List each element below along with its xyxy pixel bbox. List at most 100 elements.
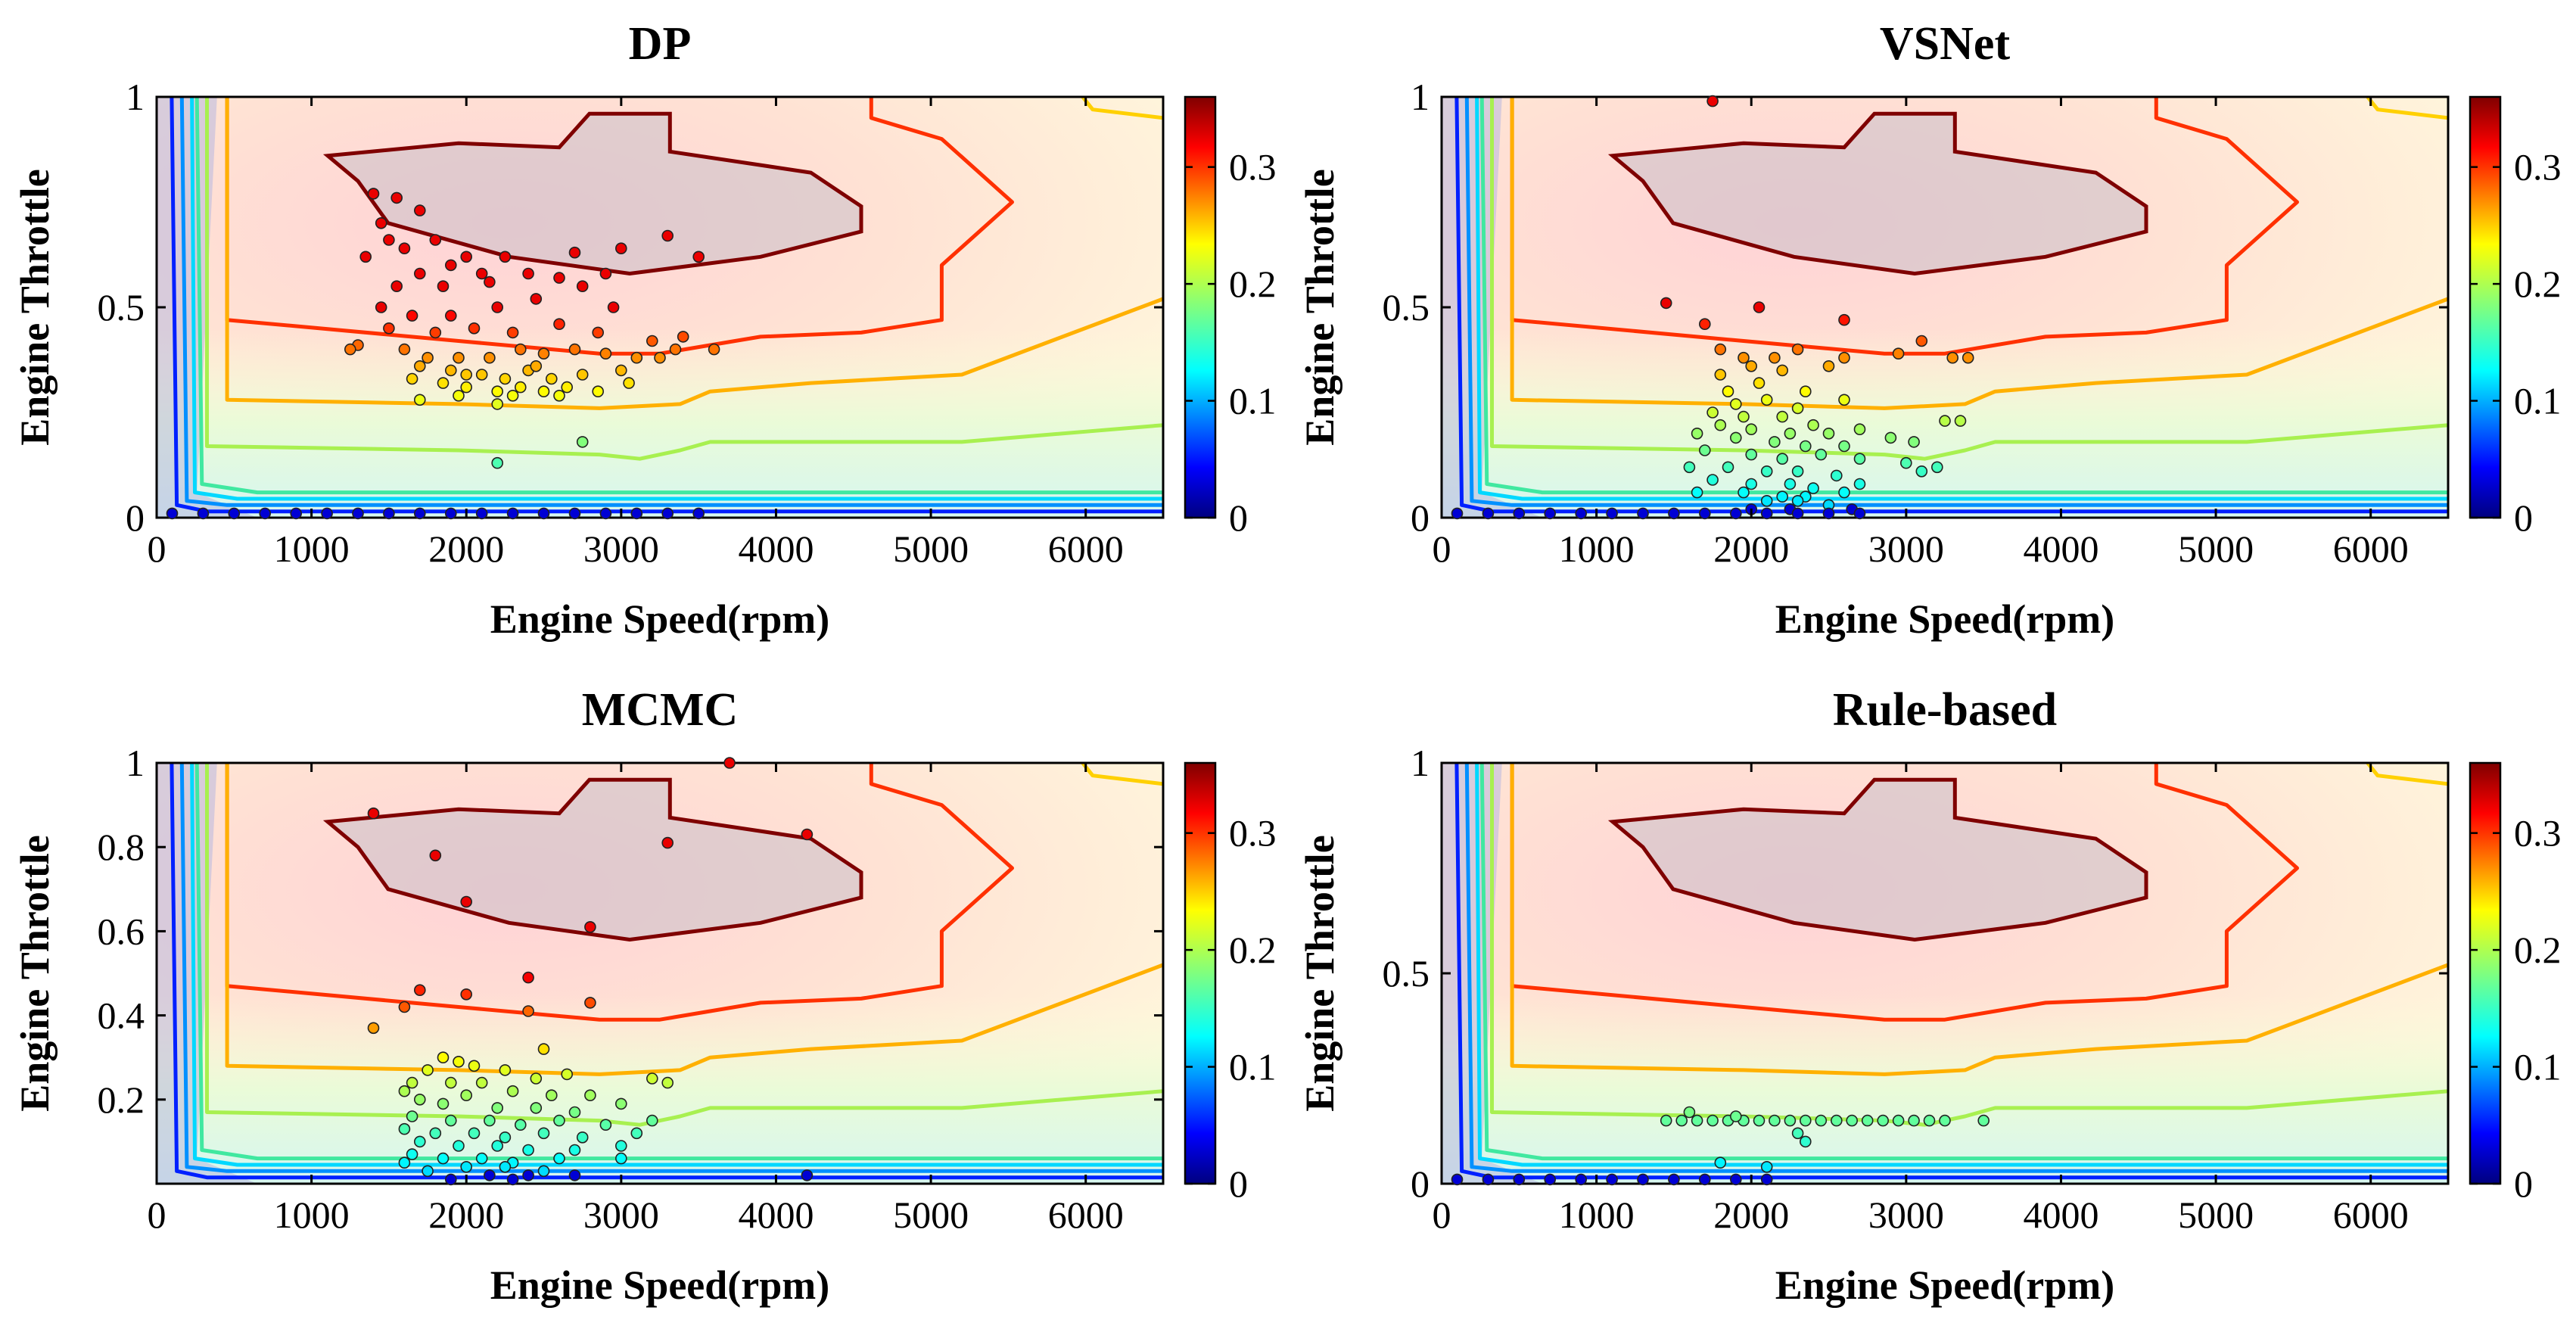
y-tick-label: 1 <box>126 742 145 784</box>
scatter-point <box>514 343 527 356</box>
scatter-point <box>646 335 658 347</box>
scatter-point <box>406 1110 418 1122</box>
colorbar: 0 0.1 0.2 0.3 <box>1184 761 1277 1205</box>
scatter-point <box>537 1165 550 1178</box>
scatter-point <box>584 921 596 933</box>
chart-title: VSNet <box>1880 18 2011 70</box>
y-tick-label: 1 <box>126 76 145 118</box>
x-tick-label: 0 <box>148 528 166 570</box>
scatter-point <box>1730 398 1742 410</box>
scatter-point <box>437 1051 450 1063</box>
scatter-points <box>1451 1106 1990 1186</box>
scatter-point <box>413 984 426 996</box>
contour-line-5 <box>194 762 1163 1161</box>
scatter-point <box>1714 419 1727 431</box>
scatter-point <box>491 385 504 398</box>
scatter-point <box>1892 1114 1905 1127</box>
scatter-point <box>1730 431 1742 444</box>
contour-line-8 <box>1454 762 2448 1180</box>
scatter-point <box>429 1127 442 1140</box>
scatter-point <box>1915 465 1928 478</box>
scatter-point <box>259 507 272 520</box>
scatter-point <box>367 1022 380 1035</box>
y-ticks: 00.51 <box>98 76 1163 539</box>
scatter-point <box>599 1119 612 1131</box>
scatter-point <box>453 389 465 402</box>
scatter-point <box>1738 351 1750 364</box>
scatter-point <box>1908 1114 1920 1127</box>
scatter-point <box>568 1144 581 1156</box>
scatter-point <box>614 242 627 255</box>
scatter-point <box>1784 427 1797 440</box>
scatter-point <box>1760 507 1773 520</box>
scatter-point <box>607 301 620 313</box>
x-ticks: 0 1000 2000 3000 4000 5000 6000 <box>1433 97 2409 570</box>
x-tick-label: 1000 <box>274 1194 350 1236</box>
x-tick-label: 3000 <box>583 1194 659 1236</box>
x-tick-label: 2000 <box>428 1194 504 1236</box>
scatter-point <box>1451 1173 1464 1186</box>
x-tick-label: 6000 <box>2333 1194 2409 1236</box>
scatter-point <box>514 381 527 394</box>
scatter-point <box>413 1094 426 1106</box>
scatter-point <box>630 1127 643 1140</box>
scatter-point <box>1784 1114 1797 1127</box>
scatter-point <box>484 1114 496 1127</box>
scatter-point <box>1838 351 1850 364</box>
y-tick-label: 0.6 <box>98 910 145 952</box>
colorbar-tick-label: 0.1 <box>2514 380 2562 422</box>
x-tick-label: 5000 <box>2178 528 2254 570</box>
colorbar-tick-label: 0.3 <box>1229 146 1277 188</box>
colorbar-tick-label: 0.2 <box>1229 263 1277 305</box>
scatter-point <box>1575 507 1587 520</box>
scatter-point <box>1482 507 1495 520</box>
contour-line-5 <box>1479 762 2448 1161</box>
x-ticks: 0 1000 2000 3000 4000 5000 6000 <box>1433 763 2409 1236</box>
scatter-point <box>584 997 596 1009</box>
scatter-point <box>553 318 565 331</box>
colorbar-tick-label: 0.2 <box>2514 929 2562 971</box>
scatter-point <box>654 351 666 364</box>
scatter-point <box>530 1102 543 1114</box>
colorbar-tick-label: 0 <box>1229 1163 1248 1205</box>
scatter-point <box>491 398 504 410</box>
scatter-point <box>1706 406 1719 419</box>
scatter-point <box>1892 347 1905 360</box>
scatter-point <box>1815 1114 1828 1127</box>
scatter-point <box>1807 419 1819 431</box>
scatter-point <box>228 507 241 520</box>
scatter-point <box>499 1131 512 1144</box>
panel-rule-based: Rule-based 0 1000 2000 3000 4000 5000 6000 00.… <box>1297 684 2562 1308</box>
scatter-point <box>708 343 720 356</box>
contour-line-0 <box>1607 777 2148 942</box>
scatter-point <box>1776 364 1788 377</box>
scatter-point <box>568 507 581 520</box>
x-axis-label: Engine Speed(rpm) <box>1775 1262 2115 1308</box>
scatter-point <box>1760 465 1773 478</box>
scatter-point <box>1660 1114 1672 1127</box>
scatter-point <box>1800 1114 1812 1127</box>
scatter-point <box>475 1152 488 1165</box>
contour-line-6 <box>190 96 1163 501</box>
scatter-point <box>1784 478 1797 490</box>
scatter-point <box>801 828 814 841</box>
colorbar-tick-label: 0.3 <box>1229 812 1277 854</box>
contour-field <box>1442 761 2449 1184</box>
scatter-point <box>460 381 473 394</box>
scatter-point <box>491 456 504 469</box>
scatter-point <box>630 351 643 364</box>
scatter-point <box>530 293 543 305</box>
scatter-point <box>475 267 488 280</box>
scatter-point <box>599 507 612 520</box>
contour-line-5 <box>1479 96 2448 495</box>
scatter-point <box>1722 461 1734 474</box>
scatter-point <box>1800 1135 1812 1148</box>
y-tick-label: 0 <box>1411 496 1430 539</box>
scatter-point <box>1923 1114 1936 1127</box>
scatter-point <box>406 1148 418 1160</box>
scatter-point <box>1760 1173 1773 1186</box>
scatter-point <box>1861 1114 1874 1127</box>
x-tick-label: 5000 <box>2178 1194 2254 1236</box>
scatter-point <box>1513 507 1526 520</box>
x-tick-label: 0 <box>1433 528 1451 570</box>
